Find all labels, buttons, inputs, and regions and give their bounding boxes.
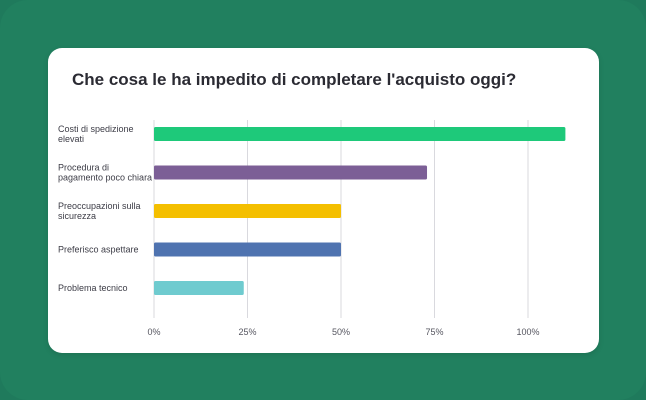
x-tick-labels: 0% 25% 50% 75% 100% bbox=[147, 327, 539, 337]
chart-card: Che cosa le ha impedito di completare l'… bbox=[48, 48, 599, 353]
bar[interactable] bbox=[154, 242, 341, 257]
bar[interactable] bbox=[154, 165, 428, 180]
category-label: Costi di spedizione elevati bbox=[58, 124, 134, 144]
bar[interactable] bbox=[154, 127, 566, 141]
x-tick-label: 50% bbox=[332, 327, 350, 337]
x-tick-label: 100% bbox=[516, 327, 539, 337]
category-label: Problema tecnico bbox=[58, 283, 128, 293]
bar[interactable] bbox=[154, 281, 244, 295]
x-tick-label: 25% bbox=[238, 327, 256, 337]
bars bbox=[154, 127, 566, 295]
x-tick-label: 75% bbox=[425, 327, 443, 337]
category-label: Procedura di pagamento poco chiara bbox=[58, 163, 152, 183]
category-labels: Costi di spedizione elevati Procedura di pa… bbox=[58, 124, 152, 293]
category-label: Preferisco aspettare bbox=[58, 245, 139, 255]
x-tick-label: 0% bbox=[147, 327, 160, 337]
category-label: Preoccupazioni sulla sicurezza bbox=[58, 201, 141, 221]
bar[interactable] bbox=[154, 204, 341, 218]
bar-chart: Costi di spedizione elevati Procedura di pa… bbox=[58, 120, 566, 337]
chart-title: Che cosa le ha impedito di completare l'… bbox=[72, 70, 517, 89]
